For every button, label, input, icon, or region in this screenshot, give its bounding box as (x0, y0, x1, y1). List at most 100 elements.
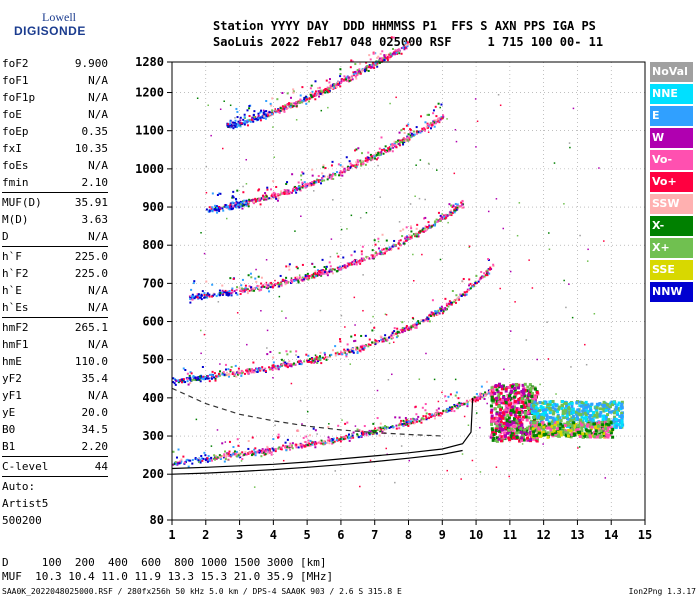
echo-cloud-point (551, 432, 555, 436)
echo-cloud-point (574, 428, 578, 432)
echo-cloud-point (558, 426, 562, 430)
echo-point (249, 451, 252, 454)
echo-point (289, 96, 292, 99)
echo-point (400, 129, 403, 132)
echo-point (432, 315, 435, 318)
x-tick-label: 11 (503, 528, 517, 542)
echo-cloud-point (585, 432, 589, 436)
echo-point (386, 59, 389, 62)
echo-cloud-point (556, 429, 560, 433)
echo-point (250, 276, 253, 279)
echo-point (316, 87, 319, 90)
echo-point (406, 235, 409, 238)
echo-point (208, 206, 211, 209)
echo-point (401, 423, 404, 426)
echo-point (376, 62, 379, 65)
echo-cloud-point (525, 389, 529, 393)
echo-point (340, 78, 343, 81)
echo-cloud-point (542, 411, 546, 415)
echo-point (323, 353, 326, 356)
echo-point (334, 174, 337, 177)
echo-point (255, 280, 258, 283)
echo-point (419, 130, 422, 133)
echo-point (372, 422, 375, 425)
echo-point (473, 285, 476, 288)
noise-point (344, 326, 346, 328)
echo-point (246, 124, 249, 127)
echo-cloud-point (520, 423, 524, 427)
echo-point (190, 288, 193, 291)
echo-point (386, 57, 389, 60)
echo-point (404, 42, 407, 45)
echo-point (323, 443, 326, 446)
echo-point (406, 136, 409, 139)
echo-point (374, 251, 377, 254)
echo-point (281, 279, 284, 282)
echo-point (271, 369, 274, 372)
echo-cloud-point (520, 389, 524, 393)
echo-point (295, 187, 298, 190)
echo-point (391, 335, 394, 338)
echo-point (305, 277, 308, 280)
param-key: MUF(D) (2, 196, 42, 209)
echo-point (206, 296, 209, 299)
echo-cloud-point (609, 431, 613, 435)
echo-cloud-point (608, 433, 612, 437)
echo-cloud-point (567, 417, 571, 421)
echo-point (289, 363, 292, 366)
echo-cloud-point (556, 434, 560, 438)
noise-point (246, 343, 248, 346)
echo-point (286, 92, 289, 95)
echo-cloud-point (498, 417, 502, 421)
noise-point (387, 379, 390, 381)
echo-point (238, 122, 241, 125)
echo-point (203, 451, 206, 454)
echo-point (299, 360, 302, 363)
echo-point (263, 451, 266, 454)
echo-point (404, 423, 407, 426)
echo-point (388, 426, 391, 429)
echo-cloud-point (510, 389, 514, 393)
echo-point (374, 430, 377, 433)
echo-point (233, 450, 236, 453)
echo-point (375, 432, 378, 435)
echo-point (388, 146, 391, 149)
echo-point (177, 381, 180, 384)
echo-point (265, 114, 268, 117)
echo-cloud-point (606, 435, 610, 439)
echo-point (337, 424, 340, 427)
echo-point (217, 456, 220, 459)
echo-point (450, 409, 453, 412)
echo-point (439, 412, 442, 415)
echo-point (234, 119, 237, 122)
y-tick-label: 500 (142, 353, 164, 367)
echo-point (295, 103, 298, 106)
noise-point (568, 283, 570, 285)
echo-cloud-point (569, 419, 573, 423)
echo-point (313, 265, 316, 268)
echo-point (424, 229, 427, 232)
echo-point (460, 403, 463, 406)
echo-cloud-point (565, 423, 569, 427)
echo-cloud-point (570, 419, 574, 423)
echo-point (456, 403, 459, 406)
echo-point (396, 330, 399, 333)
noise-point (546, 321, 548, 323)
echo-point (368, 433, 371, 436)
echo-cloud-point (588, 405, 592, 409)
echo-cloud-point (544, 411, 548, 415)
echo-point (246, 292, 249, 295)
echo-point (468, 287, 471, 290)
echo-point (229, 203, 232, 206)
echo-point (211, 207, 214, 210)
echo-point (401, 328, 404, 331)
y-tick-label: 1280 (135, 55, 164, 69)
noise-point (428, 163, 430, 165)
noise-point (300, 215, 302, 217)
echo-point (196, 293, 199, 296)
echo-cloud-point (491, 391, 495, 395)
echo-point (368, 64, 371, 67)
echo-point (415, 420, 418, 423)
echo-point (423, 217, 426, 220)
echo-point (406, 237, 409, 240)
